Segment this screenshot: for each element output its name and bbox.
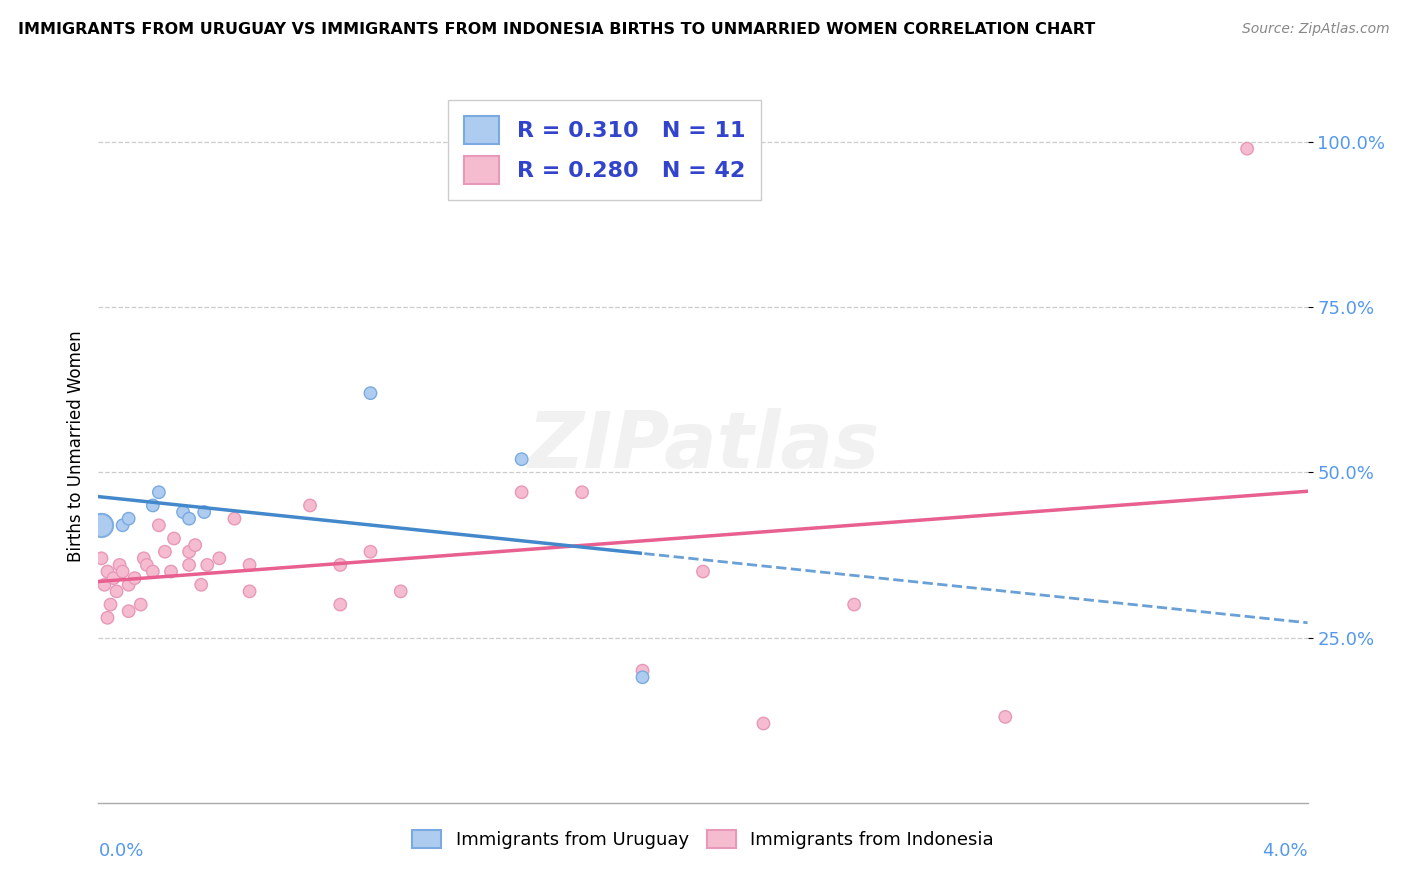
Text: ZIPatlas: ZIPatlas	[527, 408, 879, 484]
Point	[179, 545, 201, 559]
Point	[994, 710, 1017, 724]
Point	[135, 558, 157, 572]
Point	[172, 505, 194, 519]
Text: IMMIGRANTS FROM URUGUAY VS IMMIGRANTS FROM INDONESIA BIRTHS TO UNMARRIED WOMEN C: IMMIGRANTS FROM URUGUAY VS IMMIGRANTS FR…	[18, 22, 1095, 37]
Point	[195, 558, 218, 572]
Point	[190, 578, 212, 592]
Point	[90, 518, 112, 533]
Text: 0.0%: 0.0%	[98, 842, 143, 860]
Point	[1236, 142, 1258, 156]
Point	[148, 485, 170, 500]
Point	[160, 565, 183, 579]
Y-axis label: Births to Unmarried Women: Births to Unmarried Women	[66, 330, 84, 562]
Point	[142, 499, 165, 513]
Point	[631, 664, 654, 678]
Point	[360, 386, 382, 401]
Text: 4.0%: 4.0%	[1263, 842, 1308, 860]
Point	[752, 716, 775, 731]
Point	[299, 499, 322, 513]
Point	[360, 545, 382, 559]
Point	[179, 511, 201, 525]
Point	[142, 565, 165, 579]
Point	[124, 571, 146, 585]
Point	[90, 551, 112, 566]
Point	[571, 485, 593, 500]
Point	[631, 670, 654, 684]
Point	[224, 511, 246, 525]
Point	[389, 584, 412, 599]
Point	[105, 584, 128, 599]
Point	[129, 598, 152, 612]
Point	[193, 505, 215, 519]
Point	[90, 518, 112, 533]
Legend: Immigrants from Uruguay, Immigrants from Indonesia: Immigrants from Uruguay, Immigrants from…	[404, 821, 1002, 858]
Point	[111, 565, 134, 579]
Point	[510, 452, 533, 467]
Point	[329, 558, 352, 572]
Point	[108, 558, 131, 572]
Point	[118, 578, 141, 592]
Point	[510, 485, 533, 500]
Point	[153, 545, 176, 559]
Point	[96, 611, 118, 625]
Point	[103, 571, 125, 585]
Point	[111, 518, 134, 533]
Point	[179, 558, 201, 572]
Point	[184, 538, 207, 552]
Point	[93, 578, 115, 592]
Point	[118, 511, 141, 525]
Point	[100, 598, 122, 612]
Point	[239, 584, 262, 599]
Point	[148, 518, 170, 533]
Point	[208, 551, 231, 566]
Point	[96, 565, 118, 579]
Text: Source: ZipAtlas.com: Source: ZipAtlas.com	[1241, 22, 1389, 37]
Point	[132, 551, 155, 566]
Point	[239, 558, 262, 572]
Point	[692, 565, 714, 579]
Point	[844, 598, 866, 612]
Point	[118, 604, 141, 618]
Point	[163, 532, 186, 546]
Point	[329, 598, 352, 612]
